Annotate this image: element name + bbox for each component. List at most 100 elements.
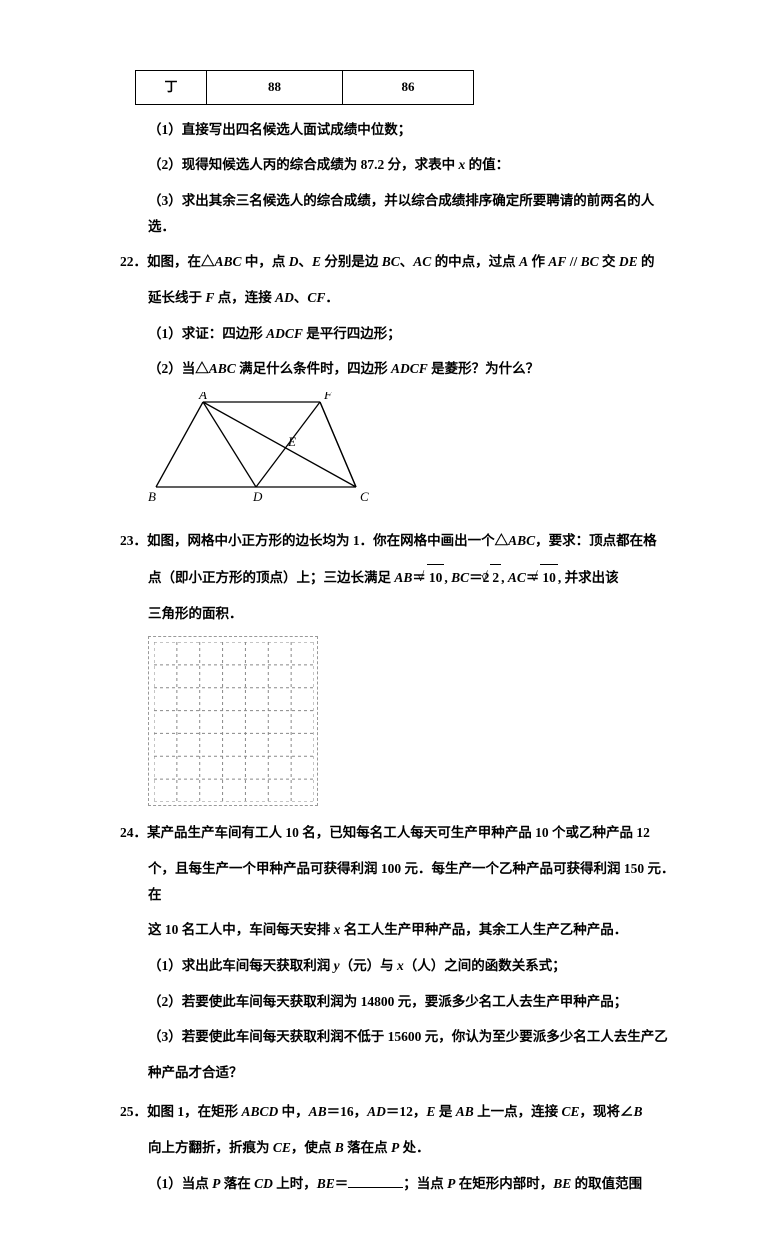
var: AB [456,1104,474,1119]
text: 的值： [465,157,509,172]
var: AC [508,570,526,585]
q21-sub1: （1）直接写出四名候选人面试成绩中位数； [148,117,680,143]
blank-fill [348,1187,403,1188]
q-number: 24． [120,825,147,840]
svg-text:A: A [198,392,207,402]
text: 上一点，连接 [474,1104,562,1119]
q24-sub2: （2）若要使此车间每天获取利润为 14800 元，要派多少名工人去生产甲种产品； [148,989,680,1015]
text: （1）当点 [148,1176,212,1191]
svg-text:E: E [287,434,296,449]
var: B [335,1140,344,1155]
q-number: 23． [120,533,147,548]
text: 作 [528,254,548,269]
text: 延长线于 [148,290,205,305]
text: 某产品生产车间有工人 10 名，已知每名工人每天可生产甲种产品 10 个或乙种产… [147,825,650,840]
q23-grid [148,636,318,806]
text: ，现将∠ [579,1104,633,1119]
text: 上时， [273,1176,317,1191]
table-row: 丁 88 86 [136,71,474,105]
q24-line1: 24．某产品生产车间有工人 10 名，已知每名工人每天可生产甲种产品 10 个或… [120,820,680,846]
q22-line2: 延长线于 F 点，连接 AD、CF． [148,285,680,311]
text: 满足什么条件时，四边形 [236,361,391,376]
q24-sub3a: （3）若要使此车间每天获取利润不低于 15600 元，你认为至少要派多少名工人去… [148,1024,680,1050]
q25-sub1: （1）当点 P 落在 CD 上时，BE＝；当点 P 在矩形内部时，BE 的取值范… [148,1171,680,1197]
var: CF [307,290,325,305]
var: P [212,1176,220,1191]
var: P [391,1140,399,1155]
q25: 25．如图 1，在矩形 ABCD 中，AB＝16，AD＝12，E 是 AB 上一… [120,1099,680,1196]
var: AD [275,290,294,305]
var: A [519,254,528,269]
text: 、 [299,254,313,269]
text: 点（即小正方形的顶点）上；三边长满足 [148,570,394,585]
var: P [447,1176,455,1191]
text: , 并求出该 [558,570,619,585]
svg-text:D: D [252,489,263,504]
var: E [312,254,321,269]
var: E [426,1104,435,1119]
text: ＝ [335,1176,349,1191]
text: 落在 [220,1176,254,1191]
q24-sub1: （1）求出此车间每天获取利润 y（元）与 x（人）之间的函数关系式； [148,953,680,979]
var: AD [367,1104,386,1119]
text: 这 10 名工人中，车间每天安排 [148,922,334,937]
var: ABCD [242,1104,279,1119]
q22-sub1: （1）求证：四边形 ADCF 是平行四边形； [148,321,680,347]
text: 落在点 [344,1140,391,1155]
text: 的 [638,254,655,269]
cell-score2: 86 [343,71,474,105]
q24: 24．某产品生产车间有工人 10 名，已知每名工人每天可生产甲种产品 10 个或… [120,820,680,1085]
text: （元）与 [340,958,397,973]
text: 中， [278,1104,308,1119]
var: ABC [209,361,236,376]
q23-line3: 三角形的面积． [148,601,680,627]
text: 向上方翻折，折痕为 [148,1140,273,1155]
text: 如图 1，在矩形 [147,1104,242,1119]
q-number: 22． [120,254,147,269]
text: 的中点，过点 [431,254,519,269]
q25-line1: 25．如图 1，在矩形 ABCD 中，AB＝16，AD＝12，E 是 AB 上一… [120,1099,680,1125]
text: 如图，网格中小正方形的边长均为 1．你在网格中画出一个△ [147,533,508,548]
var: ABC [508,533,535,548]
sqrt10b: 10 [540,564,558,591]
q24-line3: 这 10 名工人中，车间每天安排 x 名工人生产甲种产品，其余工人生产乙种产品． [148,917,680,943]
triangle-diagram: A F B D C E [148,392,378,504]
var: CE [561,1104,579,1119]
q22-sub2: （2）当△ABC 满足什么条件时，四边形 ADCF 是菱形？为什么？ [148,356,680,382]
var: AF [548,254,566,269]
text: 名工人生产甲种产品，其余工人生产乙种产品． [340,922,627,937]
text: （1）求出此车间每天获取利润 [148,958,334,973]
q22: 22．如图，在△ABC 中，点 D、E 分别是边 BC、AC 的中点，过点 A … [120,249,680,514]
var: CE [273,1140,291,1155]
text: （1）求证：四边形 [148,326,266,341]
text: ＝16， [327,1104,368,1119]
text: ，要求：顶点都在格 [535,533,657,548]
var: BE [317,1176,335,1191]
text: 处． [399,1140,429,1155]
q23-line2: 点（即小正方形的顶点）上；三边长满足 AB＝10, BC＝22, AC＝10, … [148,564,680,591]
cell-name: 丁 [136,71,207,105]
text: 交 [599,254,619,269]
q-number: 25． [120,1104,147,1119]
q23: 23．如图，网格中小正方形的边长均为 1．你在网格中画出一个△ABC，要求：顶点… [120,528,680,806]
var: ABC [215,254,242,269]
svg-text:B: B [148,489,156,504]
svg-text:C: C [360,489,369,504]
text: , [501,570,508,585]
text: 、 [400,254,414,269]
text: 是菱形？为什么？ [428,361,539,376]
text: （人）之间的函数关系式； [404,958,566,973]
sqrt10: 10 [427,564,445,591]
text: ＝12， [386,1104,427,1119]
var: BC [581,254,599,269]
var: AC [413,254,431,269]
var: AB [394,570,412,585]
var: ADCF [266,326,303,341]
text: 中，点 [242,254,289,269]
var: BC [382,254,400,269]
cell-score1: 88 [207,71,343,105]
text: 分别是边 [321,254,382,269]
q25-line2: 向上方翻折，折痕为 CE，使点 B 落在点 P 处． [148,1135,680,1161]
text: // [566,254,580,269]
svg-text:F: F [323,392,333,402]
